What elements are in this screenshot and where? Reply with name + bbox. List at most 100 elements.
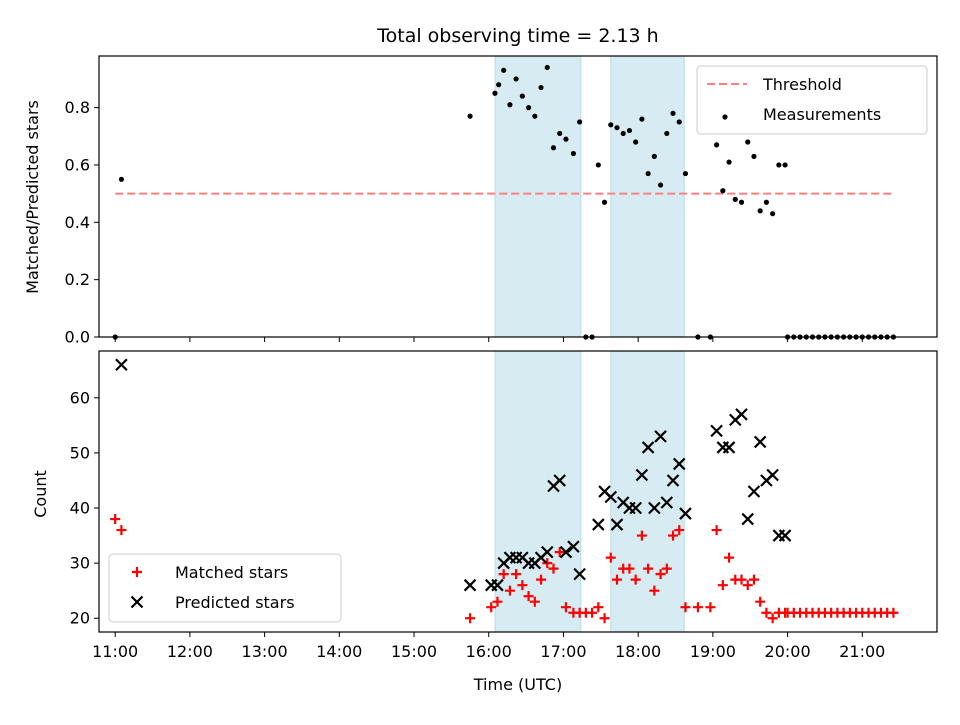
top-plot-frame [98, 55, 938, 338]
bottom-predicted-stars-point-26 [648, 501, 661, 515]
top-measurements-point-40 [732, 196, 738, 202]
bottom-shaded-span-1 [610, 350, 685, 633]
bottom-x-tick-label-6: 17:00 [540, 642, 586, 661]
top-measurements-point-31 [664, 130, 670, 137]
bottom-y-tick-label-4: 60 [70, 388, 90, 407]
bottom-predicted-stars-point-31 [679, 507, 692, 520]
bottom-matched-stars-point-44 [755, 596, 766, 607]
bottom-matched-stars-point-26 [630, 574, 641, 585]
top-measurements-point-44 [757, 208, 763, 214]
bottom-x-tick-label-5: 16:00 [466, 642, 512, 661]
top-measurements-point-23 [614, 125, 620, 131]
bottom-x-tick-label-3: 14:00 [316, 642, 362, 661]
bottom-matched-stars-point-8 [517, 580, 528, 591]
bottom-y-axis-label: Count [31, 470, 50, 518]
bottom-x-tick-label-1: 12:00 [167, 642, 213, 661]
top-measurements-point-13 [550, 145, 557, 151]
bottom-predicted-stars-point-15 [567, 540, 580, 553]
top-legend-measurements-label: Measurements [763, 105, 881, 124]
bottom-predicted-stars-point-28 [660, 496, 674, 509]
x-axis-label: Time (UTC) [473, 675, 562, 694]
bottom-predicted-stars-point-24 [635, 468, 649, 482]
bottom-predicted-stars-point-37 [741, 512, 755, 526]
top-measurements-point-41 [738, 199, 745, 205]
top-measurements-point-4 [496, 82, 502, 88]
top-measurements-point-7 [513, 76, 519, 82]
bottom-predicted-stars-point-29 [666, 474, 680, 487]
bottom-x-tick-label-0: 11:00 [92, 642, 138, 661]
bottom-predicted-stars-point-20 [610, 518, 624, 531]
bottom-predicted-stars-point-39 [753, 435, 767, 449]
bottom-shaded-span-0 [494, 350, 582, 633]
top-measurements-point-16 [570, 150, 577, 157]
top-measurements-point-33 [676, 119, 682, 125]
bottom-matched-stars-point-33 [674, 525, 685, 536]
bottom-legend: Matched stars Predicted stars [108, 553, 342, 623]
bottom-predicted-stars-point-27 [654, 430, 667, 443]
chart-title: Total observing time = 2.13 h [376, 25, 658, 47]
bottom-predicted-stars-point-14 [559, 545, 573, 559]
top-measurements-point-14 [557, 130, 563, 137]
top-legend-threshold-label: Threshold [762, 75, 842, 94]
bottom-matched-stars-point-1 [116, 525, 127, 536]
bottom-matched-stars-point-0 [110, 514, 121, 525]
top-y-tick-label-1: 0.2 [65, 270, 90, 289]
top-measurements-point-15 [563, 136, 569, 142]
top-measurements-point-28 [645, 170, 651, 177]
top-measurements-point-6 [507, 102, 513, 108]
bottom-predicted-stars-point-25 [641, 441, 655, 454]
bottom-matched-stars-point-34 [680, 602, 691, 613]
bottom-predicted-stars-point-23 [629, 501, 642, 515]
bottom-x-tick-label-4: 15:00 [391, 642, 437, 661]
top-y-tick-label-4: 0.8 [65, 98, 90, 117]
bottom-predicted-stars-point-38 [747, 485, 761, 498]
bottom-matched-stars-point-25 [624, 563, 635, 574]
bottom-x-tick-label-8: 19:00 [690, 642, 736, 661]
bottom-x-tick-label-10: 21:00 [839, 642, 885, 661]
top-legend-measurements-marker [722, 114, 728, 120]
bottom-predicted-stars-point-41 [766, 468, 779, 482]
bottom-matched-stars-point-11 [536, 574, 547, 585]
bottom-predicted-stars-point-43 [778, 529, 792, 542]
bottom-matched-stars-point-20 [593, 602, 604, 613]
bottom-predicted-stars-point-34 [722, 441, 736, 454]
bottom-predicted-stars-point-3 [491, 578, 504, 592]
bottom-plot-frame [98, 350, 938, 633]
top-measurements-point-30 [657, 182, 664, 188]
bottom-legend-box [108, 553, 342, 623]
top-measurements-point-29 [651, 153, 657, 159]
top-measurements-point-45 [763, 199, 770, 205]
bottom-y-tick-label-2: 40 [70, 499, 90, 518]
top-measurements-point-21 [601, 199, 608, 205]
top-measurements-point-11 [538, 84, 544, 91]
top-measurements-point-42 [745, 139, 751, 145]
top-measurements-point-17 [577, 119, 583, 125]
bottom-matched-stars-point-42 [742, 580, 753, 591]
bottom-matched-stars-point-14 [554, 547, 565, 558]
bottom-matched-stars-point-31 [661, 563, 672, 574]
bottom-matched-stars-point-4 [492, 596, 503, 607]
top-measurements-point-39 [726, 159, 732, 165]
top-y-axis-label: Matched/Predicted stars [23, 100, 42, 294]
bottom-predicted-stars-point-30 [672, 457, 686, 471]
bottom-y-tick-label-1: 30 [70, 554, 90, 573]
bottom-legend-matched-stars-marker [132, 567, 142, 577]
top-legend: Threshold Measurements [696, 65, 928, 135]
bottom-matched-stars-point-28 [643, 563, 654, 574]
bottom-matched-stars-point-30 [655, 569, 666, 580]
top-measurements-point-5 [501, 67, 507, 73]
top-measurements-point-37 [714, 142, 720, 148]
bottom-matched-stars-point-29 [649, 585, 660, 596]
top-y-tick-label-3: 0.6 [65, 155, 90, 174]
top-measurements-point-1 [118, 176, 125, 182]
bottom-matched-stars-point-15 [560, 602, 571, 613]
bottom-matched-stars-point-41 [736, 574, 747, 585]
top-measurements-point-48 [782, 162, 788, 168]
top-measurements-point-22 [608, 122, 614, 128]
top-legend-box [696, 65, 928, 135]
bottom-matched-stars-point-36 [705, 602, 716, 613]
bottom-x-tick-label-7: 18:00 [615, 642, 661, 661]
top-y-tick-label-2: 0.4 [65, 213, 90, 232]
bottom-matched-stars-point-12 [542, 558, 553, 569]
